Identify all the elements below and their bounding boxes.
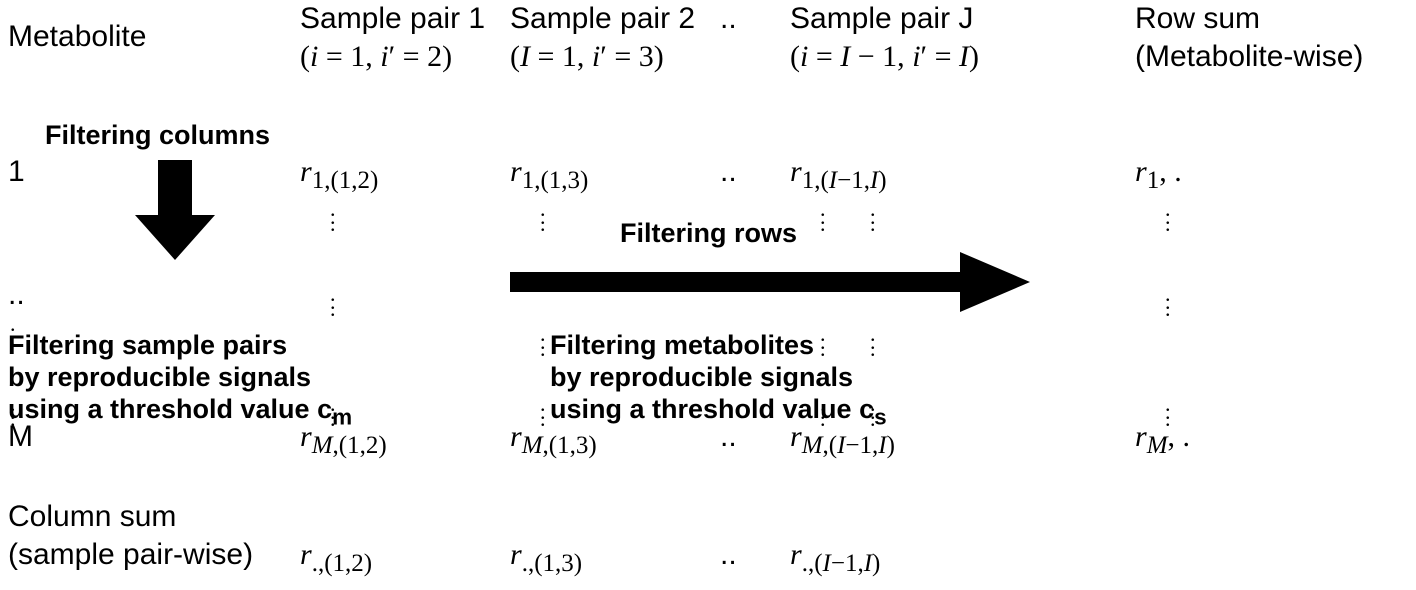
cell-rM-dot: rM, . bbox=[1135, 420, 1190, 460]
cell-rM-IJ: rM,(I−1,I) bbox=[790, 420, 895, 460]
right-caption-l1: Filtering metabolites bbox=[550, 330, 814, 361]
vdots-col4-b: . . . bbox=[1165, 290, 1171, 313]
header-rowsum-l2: (Metabolite-wise) bbox=[1135, 40, 1363, 74]
header-pair1-l1: Sample pair 1 bbox=[300, 2, 485, 36]
left-caption-l2: by reproducible signals bbox=[8, 362, 311, 393]
vdots-col1-b: . . . bbox=[330, 290, 336, 313]
label-filtering-columns: Filtering columns bbox=[45, 120, 270, 151]
vdots-col1-a: . . . bbox=[330, 205, 336, 228]
vdots-col3-b: . . . bbox=[820, 330, 826, 353]
header-dots: .. bbox=[720, 2, 737, 36]
cell-r1-dot: r1, . bbox=[1135, 155, 1182, 195]
row-1-label: 1 bbox=[8, 155, 25, 189]
colsum-l1: Column sum bbox=[8, 500, 176, 534]
arrow-down-icon bbox=[135, 160, 215, 260]
cell-r1-dots: .. bbox=[720, 155, 737, 189]
header-pairJ-l2: (i = I − 1, i′ = I) bbox=[790, 40, 979, 74]
cell-r1-12: r1,(1,2) bbox=[300, 155, 378, 195]
header-rowsum-l1: Row sum bbox=[1135, 2, 1260, 36]
cell-rM-dots: .. bbox=[720, 420, 737, 454]
vdots-col2-b: . . . bbox=[540, 330, 546, 353]
vdots-col2-a: . . . bbox=[540, 205, 546, 228]
vdots-col4-a: . . . bbox=[1165, 205, 1171, 228]
colsum-l2: (sample pair-wise) bbox=[8, 538, 253, 572]
right-caption-l2: by reproducible signals bbox=[550, 362, 853, 393]
label-filtering-rows: Filtering rows bbox=[620, 218, 797, 249]
cell-rdot-12: r.,(1,2) bbox=[300, 538, 372, 578]
header-pair2-l1: Sample pair 2 bbox=[510, 2, 695, 36]
header-pairJ-l1: Sample pair J bbox=[790, 2, 973, 36]
left-caption-l1: Filtering sample pairs bbox=[8, 330, 287, 361]
header-metabolite: Metabolite bbox=[8, 20, 146, 54]
vdots-col0-a: . . . bbox=[10, 320, 16, 343]
diagram-stage: Metabolite Sample pair 1 (i = 1, i′ = 2)… bbox=[0, 0, 1416, 590]
vdots-col0-b: . . . bbox=[10, 400, 16, 423]
cell-r1-13: r1,(1,3) bbox=[510, 155, 588, 195]
cell-rdot-13: r.,(1,3) bbox=[510, 538, 582, 578]
cell-rdot-IJ: r.,(I−1,I) bbox=[790, 538, 880, 578]
vdots-col3-a: . . . bbox=[820, 205, 826, 228]
header-pair2-l2: (I = 1, i′ = 3) bbox=[510, 40, 664, 74]
vdots-col3b-b: . . . bbox=[870, 330, 876, 353]
cell-rdot-dots: .. bbox=[720, 538, 737, 572]
cell-rM-12: rM,(1,2) bbox=[300, 420, 387, 460]
header-pair1-l2: (i = 1, i′ = 2) bbox=[300, 40, 452, 74]
cell-rM-13: rM,(1,3) bbox=[510, 420, 597, 460]
row-mid-label: .. bbox=[8, 278, 25, 312]
arrow-right-icon bbox=[510, 252, 1030, 312]
vdots-col3b-a: . . . bbox=[870, 205, 876, 228]
cell-r1-IJ: r1,(I−1,I) bbox=[790, 155, 887, 195]
